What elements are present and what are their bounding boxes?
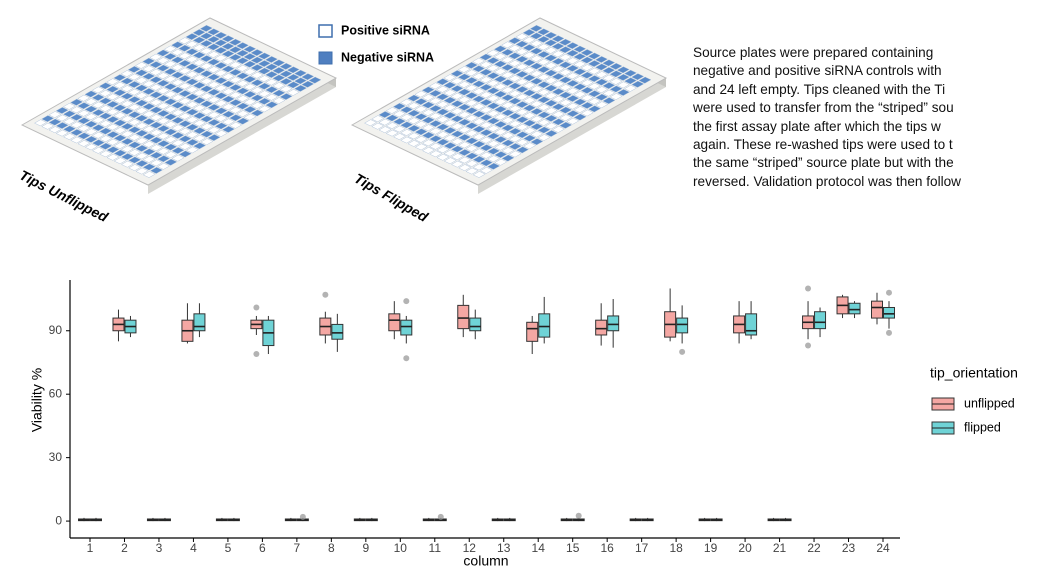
box [608,316,619,331]
x-tick-label: 21 [773,541,787,555]
boxplot-chart: Viability % column tip_orientation 03060… [29,280,1018,569]
x-tick-label: 23 [842,541,856,555]
outlier [403,298,409,304]
paragraph-line: were used to transfer from the “striped”… [693,99,1059,117]
y-tick-label: 30 [49,450,63,464]
x-tick-label: 17 [635,541,649,555]
paragraph-line: negative and positive siRNA controls wit… [693,62,1059,80]
y-tick-label: 90 [49,323,63,337]
x-tick-label: 19 [704,541,718,555]
box [677,318,688,333]
x-tick-label: 6 [259,541,266,555]
legend-label: unflipped [964,396,1015,410]
paragraph-line: reversed. Validation protocol was then f… [693,173,1059,191]
outlier [886,290,892,296]
box [872,301,883,318]
x-tick-label: 16 [600,541,614,555]
outlier [576,513,582,519]
paragraph-line: the same “striped” source plate but with… [693,154,1059,172]
outlier [253,304,259,310]
outlier [253,351,259,357]
y-tick-label: 0 [55,513,62,527]
x-tick-label: 10 [394,541,408,555]
figure-page: Positive siRNA Negative siRNA Tips Unfli… [0,0,1059,569]
x-tick-label: 4 [190,541,197,555]
box [194,314,205,331]
x-tick-label: 13 [497,541,511,555]
box [849,303,860,314]
box [332,324,343,339]
positive-swatch [319,25,332,37]
box [539,314,550,337]
box [458,305,469,328]
legend-title: tip_orientation [930,365,1018,381]
plate [22,18,336,194]
x-tick-label: 5 [225,541,232,555]
plate-label: Tips Flipped [352,170,432,225]
outlier [300,514,306,520]
x-tick-label: 8 [328,541,335,555]
box [746,314,757,335]
y-axis-label: Viability % [29,368,45,432]
x-tick-label: 22 [807,541,821,555]
box [884,307,895,318]
plate-label: Tips Unflipped [17,167,111,225]
outlier [679,349,685,355]
y-tick-label: 60 [49,386,63,400]
outlier [403,355,409,361]
box [401,320,412,335]
plate [352,18,666,194]
outlier [805,343,811,349]
x-tick-label: 7 [294,541,301,555]
x-tick-label: 3 [156,541,163,555]
x-tick-label: 15 [566,541,580,555]
negative-label: Negative siRNA [341,50,434,64]
x-tick-label: 9 [362,541,369,555]
plate-illustrations [22,18,666,194]
paragraph-line: the first assay plate after which the ti… [693,118,1059,136]
paragraph-line: Source plates were prepared containing [693,44,1059,62]
x-tick-label: 2 [121,541,128,555]
x-tick-label: 18 [669,541,683,555]
outlier [322,292,328,298]
negative-swatch [319,52,332,64]
outlier [805,285,811,291]
x-tick-label: 1 [87,541,94,555]
legend-label: flipped [964,420,1001,434]
paragraph-line: and 24 left empty. Tips cleaned with the… [693,81,1059,99]
box [596,320,607,335]
outlier [886,330,892,336]
x-tick-label: 20 [738,541,752,555]
x-tick-label: 14 [532,541,546,555]
x-tick-label: 24 [876,541,890,555]
outlier [438,514,444,520]
box [389,314,400,331]
description-paragraph: Source plates were prepared containingne… [693,44,1059,191]
box [527,322,538,341]
x-tick-label: 12 [463,541,477,555]
x-tick-label: 11 [429,541,442,555]
positive-label: Positive siRNA [341,23,430,37]
paragraph-line: again. These re-washed tips were used to… [693,136,1059,154]
box [815,312,826,329]
box [470,318,481,331]
